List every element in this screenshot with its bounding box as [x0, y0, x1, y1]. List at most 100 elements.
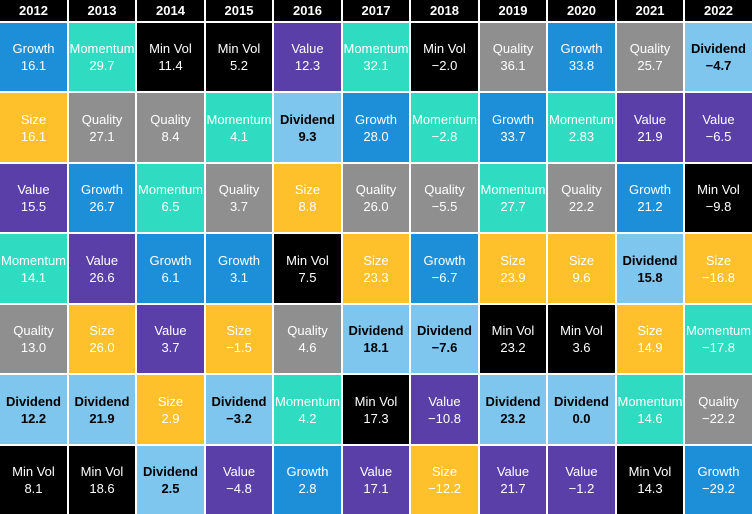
year-header: 2013	[69, 0, 135, 21]
factor-cell: Value −10.8	[411, 375, 478, 444]
year-header: 2020	[548, 0, 615, 21]
factor-return: 27.1	[89, 128, 115, 144]
factor-name: Momentum	[69, 41, 135, 56]
factor-name: Dividend	[485, 393, 541, 409]
factor-return: 8.8	[298, 199, 317, 214]
factor-name: Size	[294, 182, 321, 197]
year-header: 2015	[206, 0, 272, 21]
factor-name: Growth	[218, 252, 260, 268]
factor-name: Growth	[629, 182, 671, 197]
factor-name: Value	[428, 393, 461, 409]
factor-name: Momentum	[411, 111, 478, 127]
factor-return: 33.7	[500, 128, 526, 144]
factor-return: 3.1	[229, 269, 249, 285]
factor-return: 12.2	[20, 410, 47, 426]
factor-return: 21.7	[500, 481, 526, 496]
factor-cell: Min Vol 14.3	[617, 446, 683, 514]
factor-name: Momentum	[137, 182, 204, 197]
factor-return: 4.1	[229, 128, 249, 144]
factor-return: −3.2	[226, 410, 252, 426]
factor-name: Growth	[149, 252, 192, 268]
year-header: 2012	[0, 0, 67, 21]
factor-cell: Size 26.0	[69, 305, 135, 373]
factor-name: Min Vol	[149, 41, 192, 56]
factor-cell: Momentum 32.1	[343, 23, 409, 91]
factor-return: −6.7	[431, 269, 458, 285]
factor-return: 6.1	[161, 269, 180, 285]
factor-return: −9.8	[705, 199, 732, 214]
factor-cell: Dividend −3.2	[206, 375, 272, 444]
factor-return: 9.6	[572, 269, 591, 285]
factor-return: 23.2	[500, 340, 526, 355]
factor-cell: Growth 6.1	[137, 234, 204, 303]
factor-cell: Momentum −17.8	[685, 305, 752, 373]
factor-return: 28.0	[363, 128, 389, 144]
factor-cell: Value 15.5	[0, 164, 67, 232]
factor-name: Growth	[697, 464, 740, 479]
factor-name: Size	[705, 252, 732, 268]
factor-name: Size	[568, 252, 595, 268]
factor-return: 4.6	[298, 340, 317, 355]
factor-name: Value	[85, 252, 119, 268]
factor-return: 14.6	[637, 410, 663, 426]
factor-name: Dividend	[417, 323, 472, 338]
year-header: 2014	[137, 0, 204, 21]
factor-return: 17.1	[363, 481, 389, 496]
factor-return: 2.9	[161, 410, 180, 426]
factor-return: 0.0	[572, 410, 591, 426]
factor-cell: Size −12.2	[411, 446, 478, 514]
factor-return: −2.0	[431, 58, 458, 73]
factor-cell: Quality −5.5	[411, 164, 478, 232]
factor-return: 21.9	[637, 128, 663, 144]
factor-name: Growth	[560, 41, 603, 56]
factor-cell: Size 2.9	[137, 375, 204, 444]
factor-return: 15.8	[637, 269, 663, 285]
factor-name: Momentum	[480, 182, 546, 197]
factor-return: 7.5	[298, 269, 317, 285]
factor-name: Dividend	[622, 252, 678, 268]
factor-cell: Quality −22.2	[685, 375, 752, 444]
factor-cell: Dividend 18.1	[343, 305, 409, 373]
factor-name: Growth	[492, 111, 534, 127]
factor-cell: Min Vol 8.1	[0, 446, 67, 514]
factor-cell: Quality 36.1	[480, 23, 546, 91]
factor-return: 2.8	[298, 481, 317, 496]
factor-cell: Value −6.5	[685, 93, 752, 162]
factor-name: Min Vol	[560, 323, 603, 338]
year-header: 2016	[274, 0, 341, 21]
factor-return: 9.3	[298, 128, 317, 144]
year-header: 2021	[617, 0, 683, 21]
factor-name: Min Vol	[423, 41, 466, 56]
factor-cell: Min Vol 5.2	[206, 23, 272, 91]
factor-return: 13.0	[20, 340, 47, 355]
factor-name: Value	[154, 323, 187, 338]
factor-name: Size	[637, 323, 663, 338]
factor-cell: Dividend 15.8	[617, 234, 683, 303]
factor-name: Dividend	[280, 111, 335, 127]
factor-return: 17.3	[363, 410, 389, 426]
factor-name: Momentum	[343, 41, 409, 56]
factor-cell: Dividend 9.3	[274, 93, 341, 162]
factor-return: 27.7	[500, 199, 526, 214]
factor-cell: Min Vol 18.6	[69, 446, 135, 514]
factor-name: Momentum	[617, 393, 683, 409]
factor-cell: Momentum 27.7	[480, 164, 546, 232]
factor-return: −1.5	[226, 340, 252, 355]
factor-name: Size	[500, 252, 526, 268]
factor-name: Dividend	[691, 41, 746, 56]
factor-name: Quality	[492, 41, 534, 56]
factor-name: Size	[89, 323, 115, 338]
factor-cell: Min Vol 17.3	[343, 375, 409, 444]
factor-return: −10.8	[428, 410, 461, 426]
factor-name: Value	[222, 464, 256, 479]
factor-cell: Momentum 14.6	[617, 375, 683, 444]
factor-name: Dividend	[74, 393, 130, 409]
factor-cell: Min Vol −9.8	[685, 164, 752, 232]
factor-return: 21.2	[637, 199, 663, 214]
factor-cell: Dividend −7.6	[411, 305, 478, 373]
factor-name: Quality	[287, 323, 328, 338]
factor-return: 23.3	[363, 269, 389, 285]
factor-cell: Growth 33.7	[480, 93, 546, 162]
factor-cell: Quality 4.6	[274, 305, 341, 373]
factor-return: 32.1	[363, 58, 389, 73]
